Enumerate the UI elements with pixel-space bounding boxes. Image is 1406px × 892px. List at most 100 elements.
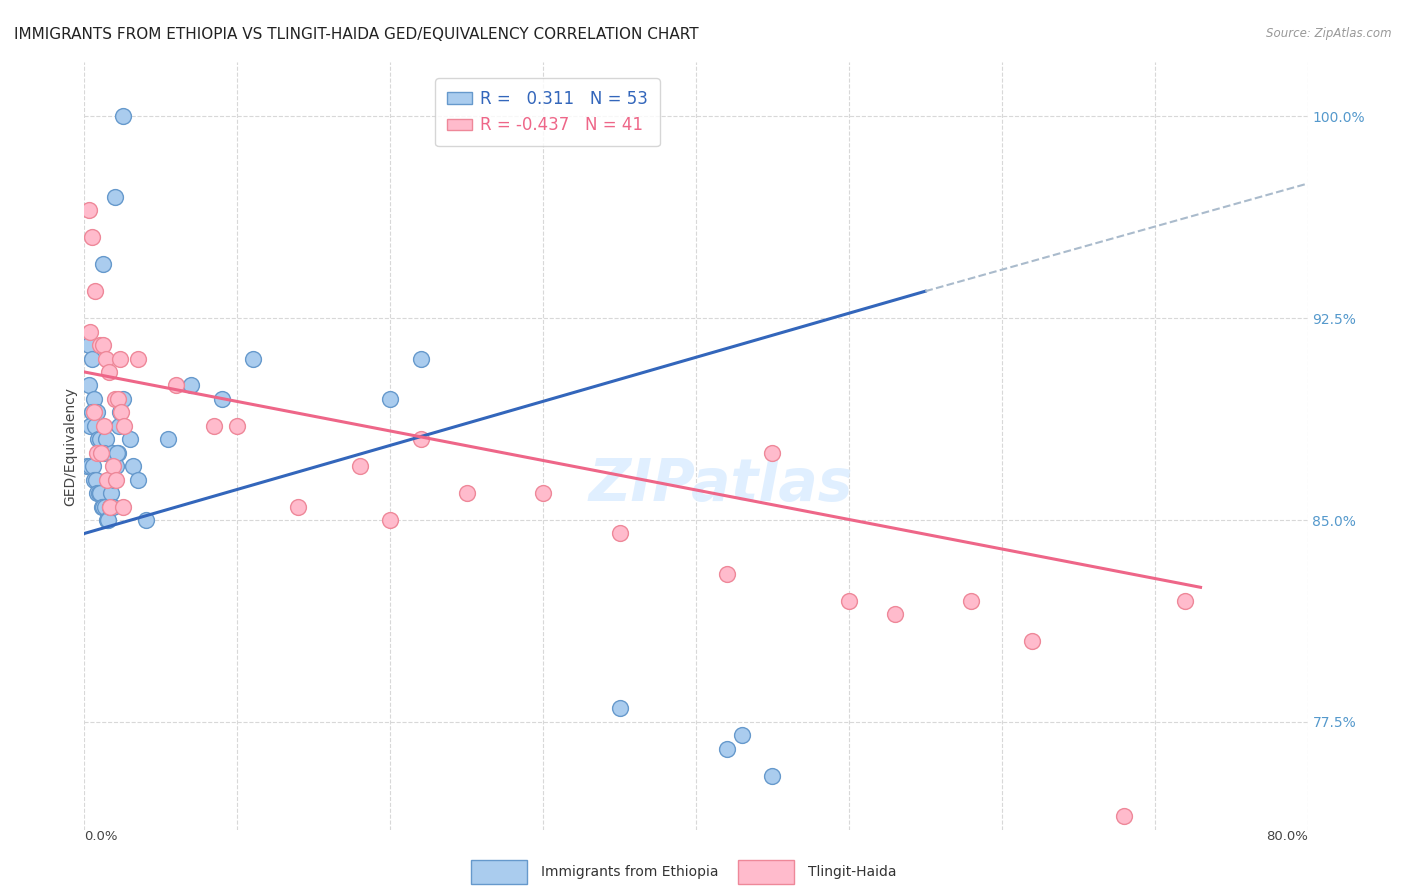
Point xyxy=(111,392,134,406)
Point xyxy=(456,486,478,500)
Point xyxy=(127,351,149,366)
Point xyxy=(287,500,309,514)
Point xyxy=(120,432,142,446)
Point xyxy=(87,432,110,446)
Point xyxy=(96,473,118,487)
Point xyxy=(716,566,738,581)
Y-axis label: GED/Equivalency: GED/Equivalency xyxy=(63,386,77,506)
Point xyxy=(103,459,125,474)
Point xyxy=(112,418,135,433)
Point xyxy=(127,473,149,487)
Point xyxy=(100,486,122,500)
Bar xyxy=(738,860,794,884)
Point xyxy=(87,486,110,500)
Point xyxy=(83,405,105,419)
Point xyxy=(93,446,115,460)
Point xyxy=(91,257,114,271)
Point xyxy=(883,607,905,622)
Text: Tlingit-Haida: Tlingit-Haida xyxy=(808,865,897,879)
Legend: R =   0.311   N = 53, R = -0.437   N = 41: R = 0.311 N = 53, R = -0.437 N = 41 xyxy=(436,78,659,146)
Point xyxy=(91,338,114,352)
Point xyxy=(731,728,754,742)
Point xyxy=(105,446,128,460)
Point xyxy=(960,594,983,608)
Point xyxy=(110,405,132,419)
Point xyxy=(101,446,124,460)
Point xyxy=(79,418,101,433)
Point xyxy=(609,701,631,715)
Text: 0.0%: 0.0% xyxy=(84,830,118,843)
Point xyxy=(86,486,108,500)
Point xyxy=(409,351,432,366)
Point xyxy=(80,230,103,244)
Point xyxy=(103,473,125,487)
Point xyxy=(93,500,115,514)
Point xyxy=(104,392,127,406)
Point xyxy=(96,513,118,527)
Text: Source: ZipAtlas.com: Source: ZipAtlas.com xyxy=(1267,27,1392,40)
Point xyxy=(716,741,738,756)
Point xyxy=(409,432,432,446)
Point xyxy=(86,405,108,419)
Point xyxy=(98,500,121,514)
Point xyxy=(98,500,121,514)
Point xyxy=(86,446,108,460)
Point xyxy=(94,351,117,366)
Point xyxy=(77,338,100,352)
Point xyxy=(202,418,225,433)
Point xyxy=(94,500,117,514)
Text: IMMIGRANTS FROM ETHIOPIA VS TLINGIT-HAIDA GED/EQUIVALENCY CORRELATION CHART: IMMIGRANTS FROM ETHIOPIA VS TLINGIT-HAID… xyxy=(14,27,699,42)
Point xyxy=(761,446,783,460)
Point xyxy=(761,769,783,783)
Point xyxy=(94,432,117,446)
Point xyxy=(349,459,371,474)
Point xyxy=(97,365,120,379)
Point xyxy=(104,190,127,204)
Bar xyxy=(471,860,527,884)
Point xyxy=(77,203,100,218)
Point xyxy=(111,500,134,514)
Point xyxy=(165,378,187,392)
Point xyxy=(1174,594,1197,608)
Point xyxy=(89,338,111,352)
Point xyxy=(79,459,101,474)
Point xyxy=(226,418,249,433)
Point xyxy=(83,392,105,406)
Point xyxy=(80,351,103,366)
Point xyxy=(122,459,145,474)
Point xyxy=(157,432,180,446)
Point xyxy=(90,446,112,460)
Point xyxy=(89,486,111,500)
Point xyxy=(107,392,129,406)
Point xyxy=(107,446,129,460)
Point xyxy=(105,473,128,487)
Point xyxy=(80,405,103,419)
Point xyxy=(97,513,120,527)
Point xyxy=(380,513,402,527)
Point xyxy=(84,473,107,487)
Point xyxy=(135,513,157,527)
Point xyxy=(82,459,104,474)
Point xyxy=(1021,634,1043,648)
Point xyxy=(242,351,264,366)
Point xyxy=(91,500,114,514)
Point xyxy=(76,459,98,474)
Point xyxy=(79,325,101,339)
Point xyxy=(838,594,860,608)
Point xyxy=(84,284,107,298)
Point xyxy=(77,378,100,392)
Point xyxy=(84,418,107,433)
Point xyxy=(111,109,134,123)
Text: Immigrants from Ethiopia: Immigrants from Ethiopia xyxy=(541,865,718,879)
Point xyxy=(180,378,202,392)
Point xyxy=(211,392,233,406)
Point xyxy=(101,500,124,514)
Point xyxy=(110,405,132,419)
Point xyxy=(104,459,127,474)
Point xyxy=(83,473,105,487)
Point xyxy=(107,418,129,433)
Text: ZIPatlas: ZIPatlas xyxy=(588,456,852,513)
Point xyxy=(380,392,402,406)
Text: 80.0%: 80.0% xyxy=(1265,830,1308,843)
Point xyxy=(609,526,631,541)
